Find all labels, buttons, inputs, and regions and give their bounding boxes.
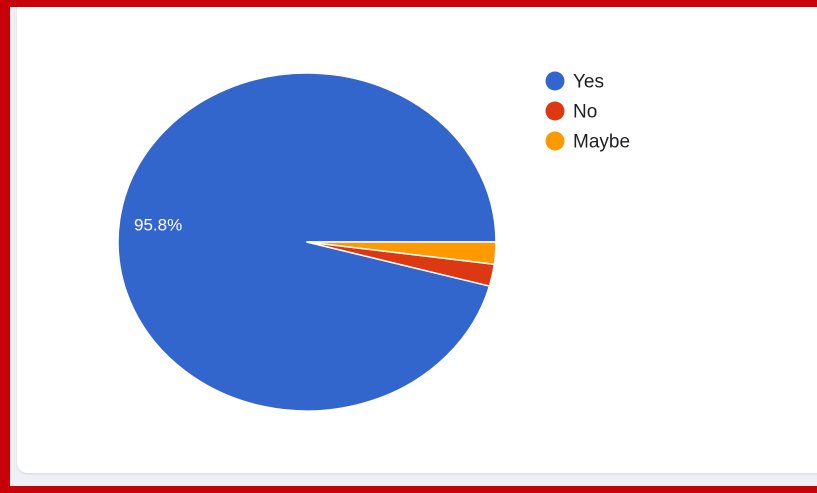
slice-label-yes: 95.8% bbox=[134, 215, 182, 234]
pie-slice-labels: 95.8% bbox=[134, 215, 182, 234]
pie-chart: 95.8% Yes No Maybe bbox=[117, 71, 630, 412]
chart-legend: Yes No Maybe bbox=[545, 71, 630, 153]
legend-marker-yes bbox=[545, 71, 565, 91]
legend-marker-maybe bbox=[545, 131, 565, 151]
legend-label-no: No bbox=[573, 102, 597, 123]
pie-slice-maybe[interactable] bbox=[306, 241, 497, 265]
legend-marker-no bbox=[545, 101, 565, 121]
chart-card: 95.8% Yes No Maybe bbox=[17, 7, 817, 473]
pie-slices bbox=[117, 72, 497, 412]
legend-label-maybe: Maybe bbox=[573, 132, 630, 153]
legend-label-yes: Yes bbox=[573, 72, 604, 93]
